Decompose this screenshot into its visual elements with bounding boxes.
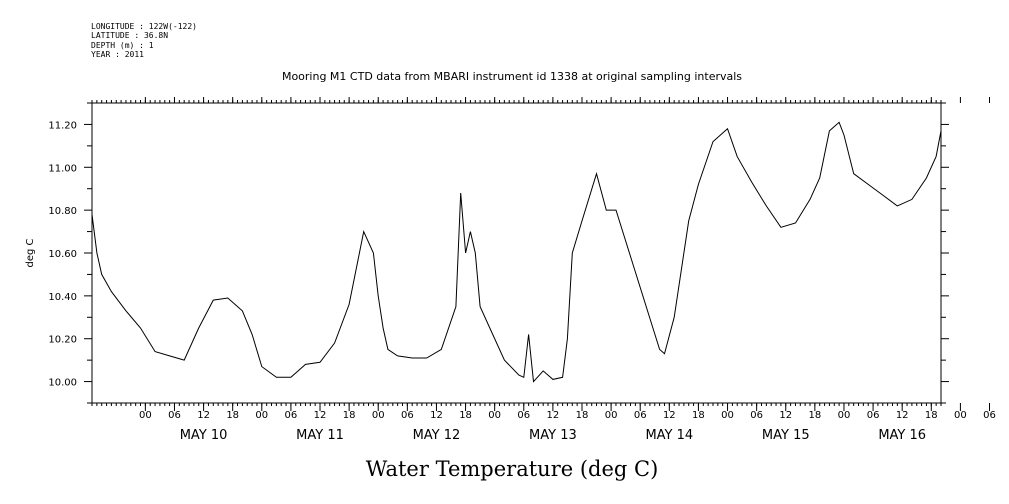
x-hour-tick-label: 12: [547, 410, 560, 421]
axes: 00 06 12 18 00 06 12 18 00 06 12 18 00 06 12 18 00 06 12 18…: [48, 97, 996, 443]
x-hour-tick-label: 06: [867, 410, 880, 421]
x-hour-tick-label: 12: [663, 410, 676, 421]
x-day-label: MAY 14: [645, 428, 693, 443]
x-hour-tick-label: 12: [779, 410, 792, 421]
x-hour-tick-label: 06: [750, 410, 763, 421]
y-tick-label: 10.80: [48, 206, 77, 217]
y-axis-label: deg C: [25, 238, 36, 267]
x-hour-tick-label: 18: [925, 410, 938, 421]
x-day-label: MAY 12: [413, 428, 461, 443]
y-tick-label: 11.00: [48, 163, 77, 174]
x-hour-tick-label: 12: [430, 410, 443, 421]
x-hour-tick-label: 06: [285, 410, 298, 421]
x-hour-tick-label: 18: [226, 410, 239, 421]
x-hour-tick-label: 00: [139, 410, 152, 421]
x-hour-tick-label: 00: [954, 410, 967, 421]
x-hour-tick-label: 18: [692, 410, 705, 421]
x-day-label: MAY 13: [529, 428, 577, 443]
x-hour-tick-label: 00: [372, 410, 385, 421]
chart-title: Mooring M1 CTD data from MBARI instrumen…: [282, 70, 742, 83]
x-hour-tick-label: 00: [838, 410, 851, 421]
x-hour-tick-label: 00: [605, 410, 618, 421]
x-hour-tick-label: 00: [488, 410, 501, 421]
x-hour-tick-label: 06: [168, 410, 181, 421]
x-hour-tick-label: 18: [576, 410, 589, 421]
y-tick-label: 10.40: [48, 292, 77, 303]
x-hour-tick-label: 18: [459, 410, 472, 421]
x-hour-tick-label: 00: [255, 410, 268, 421]
x-axis-label: Water Temperature (deg C): [366, 457, 659, 481]
y-tick-label: 10.60: [48, 249, 77, 260]
x-hour-tick-label: 06: [401, 410, 414, 421]
x-day-label: MAY 15: [762, 428, 810, 443]
x-hour-tick-label: 06: [517, 410, 530, 421]
x-hour-tick-label: 12: [197, 410, 210, 421]
x-hour-tick-label: 00: [721, 410, 734, 421]
y-tick-label: 10.00: [48, 378, 77, 389]
y-tick-label: 11.20: [48, 120, 77, 131]
year-label: YEAR : 2011: [91, 49, 144, 59]
x-hour-tick-label: 18: [343, 410, 356, 421]
x-hour-tick-label: 06: [983, 410, 996, 421]
x-day-label: MAY 11: [296, 428, 344, 443]
x-hour-tick-label: 06: [634, 410, 647, 421]
depth-label: DEPTH (m) : 1: [91, 40, 154, 50]
plot-frame: [91, 102, 942, 404]
longitude-label: LONGITUDE : 122W(-122): [91, 22, 197, 31]
x-hour-tick-label: 18: [808, 410, 821, 421]
latitude-label: LATITUDE : 36.8N: [91, 31, 169, 41]
temperature-series-line: [91, 121, 942, 383]
y-tick-label: 10.20: [48, 335, 77, 346]
x-day-label: MAY 10: [180, 428, 228, 443]
x-hour-tick-label: 12: [896, 410, 909, 421]
metadata-header: LONGITUDE : 122W(-122) LATITUDE : 36.8N …: [91, 22, 197, 59]
x-day-label: MAY 16: [878, 428, 926, 443]
x-hour-tick-label: 12: [314, 410, 327, 421]
